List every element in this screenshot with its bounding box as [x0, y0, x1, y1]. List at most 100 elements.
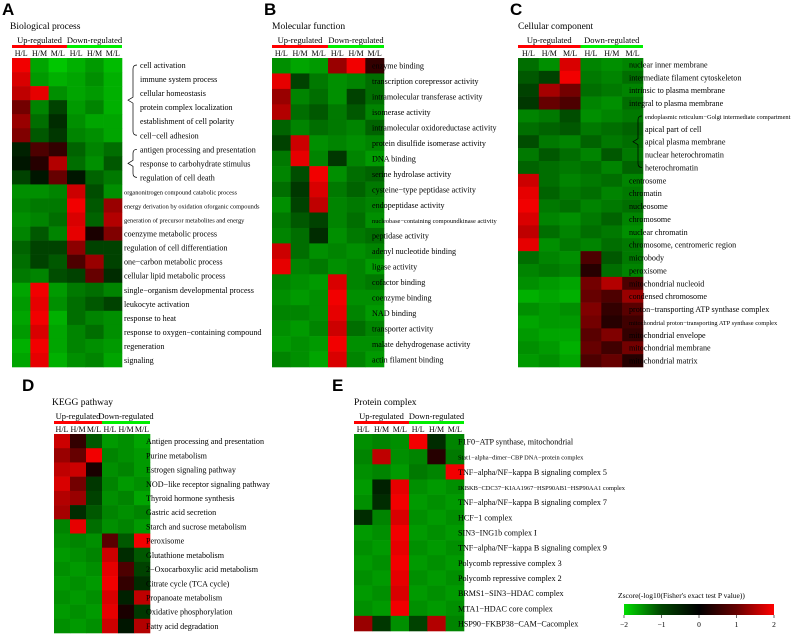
heatmap-cell: [538, 122, 560, 136]
panel-protein-complex: E Protein complex Up-regulated Down-regul…: [330, 376, 800, 644]
heatmap-cell: [346, 305, 366, 321]
heatmap-cell: [70, 576, 87, 591]
heatmap-cell: [272, 150, 291, 167]
row-label: Thyroid hormone synthesis: [146, 494, 235, 503]
heatmap-cell: [103, 352, 123, 368]
heatmap-cell: [427, 600, 446, 617]
heatmap-cell: [67, 310, 86, 326]
row-label: single−organism developmental process: [124, 286, 254, 295]
heatmap-cell: [346, 227, 366, 244]
column-label: H/M: [87, 49, 102, 58]
heatmap-cell: [85, 296, 104, 312]
heatmap-cell: [48, 338, 68, 354]
heatmap-cell: [580, 199, 602, 213]
heatmap-cell: [365, 351, 385, 368]
heatmap-cell: [290, 135, 310, 151]
heatmap-cell: [365, 73, 385, 90]
heatmap-cell: [601, 122, 623, 136]
row-label: F1F0−ATP synthase, mitochondrial: [458, 438, 574, 447]
heatmap-cell: [272, 258, 291, 275]
heatmap-cell: [538, 315, 560, 329]
heatmap-cell: [12, 156, 31, 171]
heatmap-cell: [118, 590, 135, 605]
row-label: nuclear heterochromatin: [645, 151, 724, 160]
heatmap-cell: [365, 258, 385, 275]
heatmap-cell: [365, 197, 385, 213]
row-label: nucleosome: [629, 202, 668, 211]
heatmap-cell: [365, 88, 385, 105]
column-label: H/L: [56, 425, 69, 434]
heatmap-cell: [103, 58, 123, 73]
heatmap-cell: [102, 533, 119, 549]
heatmap-cell: [328, 181, 347, 198]
heatmap-cell: [70, 519, 87, 534]
heatmap-cell: [518, 341, 540, 355]
heatmap-cell: [102, 476, 119, 492]
row-label: antigen processing and presentation: [140, 145, 256, 154]
heatmap-cell: [67, 114, 86, 129]
heatmap-cell: [580, 276, 602, 291]
heatmap-cell: [538, 289, 560, 303]
heatmap-cell: [354, 464, 373, 480]
heatmap-cell: [86, 490, 103, 506]
column-label: M/L: [51, 49, 65, 58]
heatmap-cell: [134, 618, 151, 634]
heatmap-cell: [328, 227, 347, 244]
heatmap-cell: [390, 555, 410, 571]
heatmap-cell: [346, 320, 366, 337]
row-label: proton−transporting ATP synthase complex: [629, 305, 769, 314]
heatmap-cell: [580, 251, 602, 265]
heatmap-cell: [427, 540, 446, 556]
heatmap-cell: [290, 150, 310, 167]
heatmap-cell: [538, 173, 560, 188]
row-label: chromatin: [629, 189, 662, 198]
heatmap-cell: [103, 114, 123, 129]
heatmap-cell: [85, 352, 104, 368]
heatmap-cell: [30, 156, 49, 171]
heatmap-cell: [354, 600, 373, 617]
heatmap-cell: [518, 238, 540, 252]
group-label-down: Down-regulated: [98, 411, 154, 421]
heatmap-cell: [365, 181, 385, 198]
row-label: TNF−alpha/NF−kappa B signaling complex 9: [458, 544, 607, 553]
heatmap-cell: [102, 505, 119, 520]
heatmap-cell: [372, 585, 391, 601]
panel-title: Molecular function: [272, 22, 346, 32]
heatmap-cell: [518, 186, 540, 200]
label-bracket: [632, 115, 643, 168]
heatmap-cell: [346, 73, 366, 90]
heatmap-cell: [70, 590, 87, 605]
up-regulated-bar: [518, 45, 581, 48]
heatmap-cell: [538, 225, 560, 239]
heatmap-cell: [622, 186, 644, 200]
heatmap-cell: [328, 197, 347, 213]
heatmap-cell: [134, 590, 151, 605]
heatmap-cell: [559, 161, 581, 175]
heatmap-cell: [30, 310, 49, 326]
heatmap-cell: [409, 449, 428, 465]
heatmap-cell: [102, 604, 119, 620]
heatmap-cell: [427, 449, 446, 465]
row-label: HSP90−FKBP38−CAM−Cacomplex: [458, 619, 578, 628]
column-label: H/L: [412, 425, 425, 434]
heatmap-cell: [445, 615, 465, 632]
down-regulated-bar: [67, 45, 122, 48]
heatmap-cell: [365, 305, 385, 321]
heatmap-cell: [622, 122, 644, 136]
heatmap-cell: [346, 104, 366, 121]
heatmap-cell: [427, 479, 446, 495]
panel-letter: A: [2, 0, 15, 19]
up-regulated-bar: [54, 421, 102, 424]
heatmap-cell: [54, 618, 71, 634]
heatmap-cell: [346, 119, 366, 136]
heatmap-cell: [518, 96, 540, 110]
heatmap-cell: [538, 148, 560, 162]
heatmap-cell: [622, 199, 644, 213]
heatmap-cell: [12, 296, 31, 312]
heatmap-cell: [30, 254, 49, 269]
heatmap-cell: [103, 254, 123, 269]
heatmap-cell: [48, 156, 68, 171]
heatmap-cell: [67, 324, 86, 340]
heatmap-cell: [118, 434, 135, 449]
heatmap-cell: [409, 464, 428, 480]
